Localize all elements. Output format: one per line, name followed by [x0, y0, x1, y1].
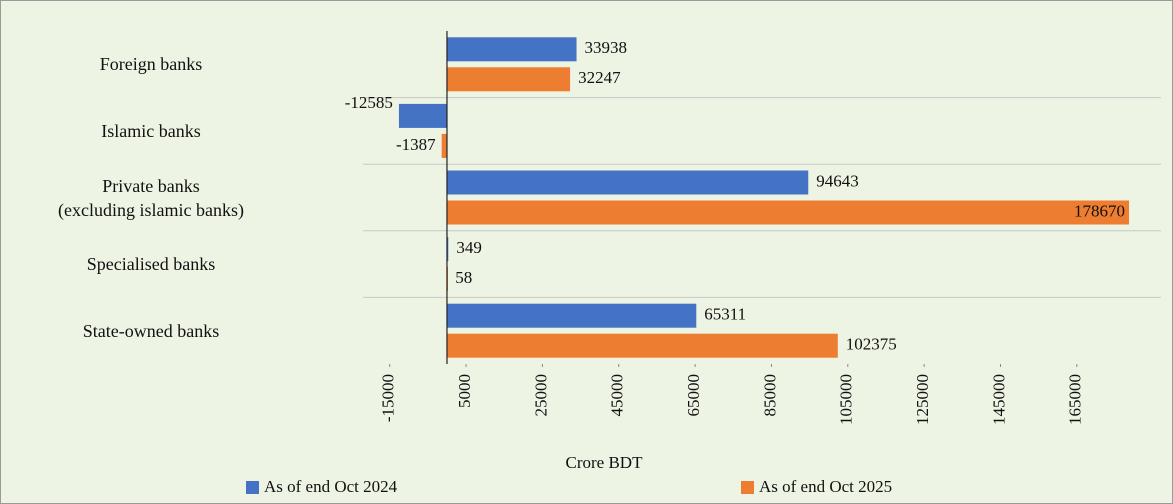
data-label: 65311 — [704, 305, 746, 324]
bar — [446, 200, 1130, 225]
x-tick-label: 65000 — [684, 374, 703, 417]
x-axis-title: Crore BDT — [566, 453, 644, 472]
data-label: -1387 — [396, 135, 436, 154]
bar — [446, 37, 577, 62]
bar — [446, 333, 838, 358]
bar — [398, 103, 447, 128]
category-label: Specialised banks — [86, 254, 216, 275]
category-label: State-owned banks — [82, 320, 220, 341]
category-label: Islamic banks — [101, 120, 201, 141]
bar — [446, 303, 697, 328]
data-label: 32247 — [578, 68, 621, 87]
x-tick-label: 125000 — [913, 374, 932, 425]
data-label: -12585 — [345, 93, 393, 112]
bar — [446, 170, 809, 195]
data-label: 349 — [456, 238, 482, 257]
data-label: 178670 — [1074, 201, 1125, 220]
legend-label: As of end Oct 2024 — [264, 477, 398, 496]
category-label: Foreign banks — [99, 54, 203, 75]
x-tick-label: 105000 — [837, 374, 856, 425]
x-tick-label: 145000 — [989, 374, 1008, 425]
bar — [446, 237, 449, 262]
x-tick-label: 45000 — [608, 374, 627, 417]
category-label: Private banks (excluding islamic banks) — [58, 175, 244, 220]
data-label: 102375 — [846, 335, 897, 354]
legend-label: As of end Oct 2025 — [759, 477, 892, 496]
bar — [441, 133, 447, 158]
data-label: 33938 — [585, 38, 628, 57]
x-tick-label: 165000 — [1066, 374, 1085, 425]
x-tick-label: 85000 — [760, 374, 779, 417]
x-tick-label: -15000 — [379, 374, 398, 422]
legend-swatch — [741, 481, 754, 494]
legend-swatch — [246, 481, 259, 494]
bar — [446, 67, 571, 92]
data-label: 94643 — [816, 171, 859, 190]
data-label: 58 — [455, 268, 472, 287]
x-tick-label: 5000 — [455, 374, 474, 408]
x-tick-label: 25000 — [531, 374, 550, 417]
